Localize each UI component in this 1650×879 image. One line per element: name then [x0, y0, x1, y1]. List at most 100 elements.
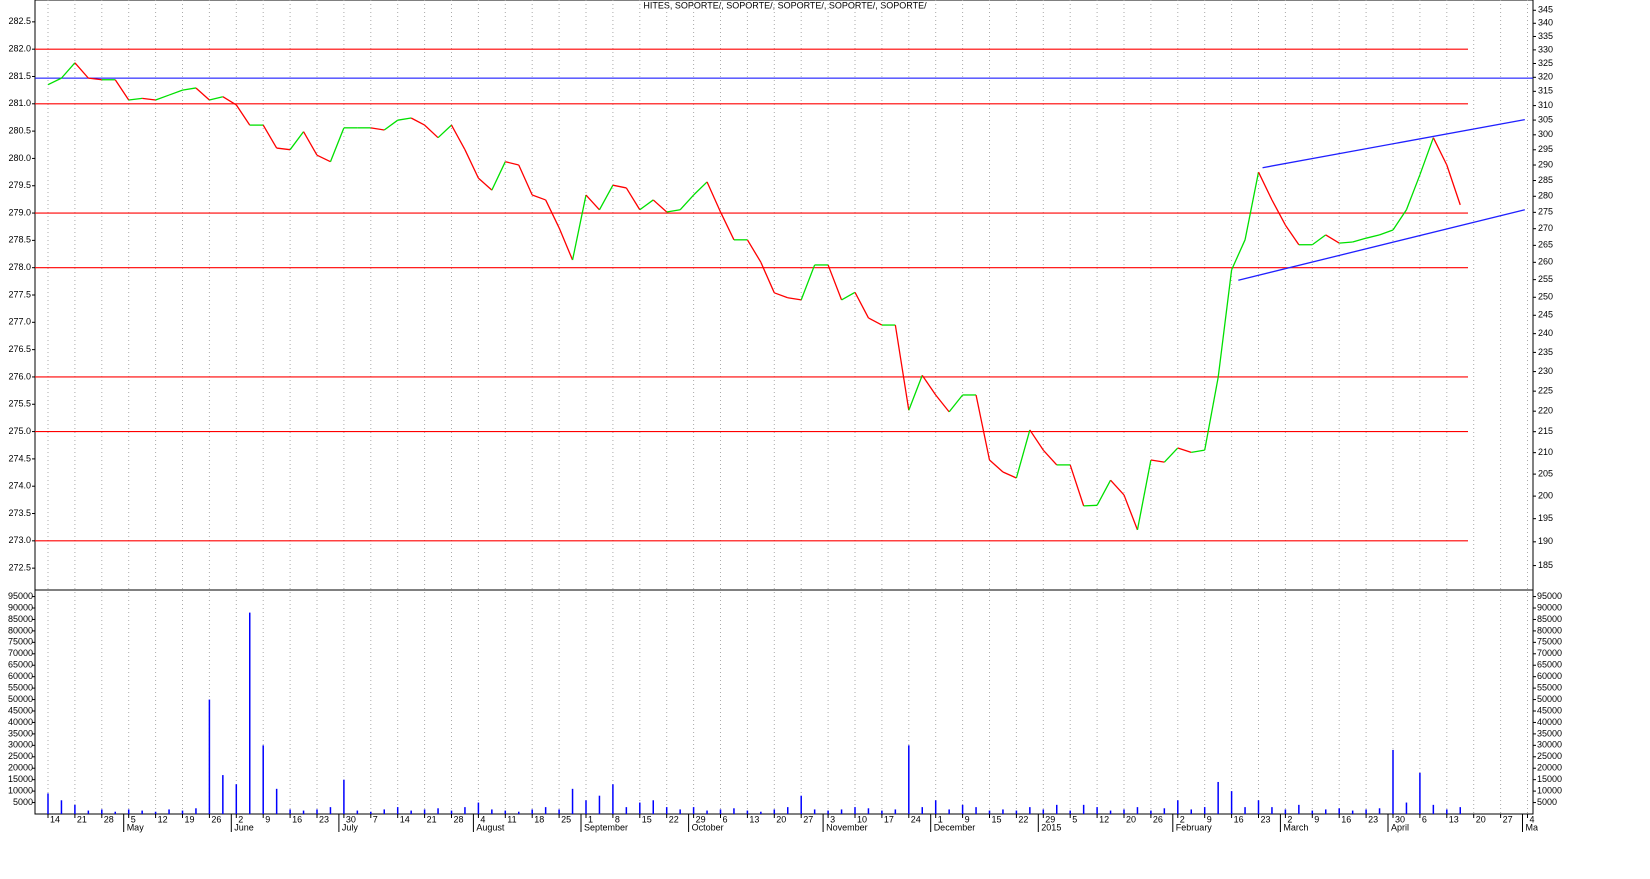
x-tick-label: 28 — [104, 814, 114, 824]
y2-tick-label: 280 — [1538, 191, 1553, 201]
volume-bar — [154, 811, 157, 814]
volume-bar — [598, 795, 601, 814]
price-segment — [60, 62, 76, 79]
y2-tick-label: 200 — [1538, 490, 1553, 500]
x-tick-label: 25 — [561, 814, 571, 824]
y2-tick-label: 255 — [1538, 274, 1553, 284]
x-tick-label: 27 — [803, 814, 813, 824]
volume-bar — [908, 745, 910, 814]
volume-bar — [329, 807, 332, 814]
y-tick-label: 279.5 — [8, 180, 31, 190]
y-tick-label: 274.0 — [8, 481, 31, 491]
x-tick-label: 1 — [938, 814, 943, 824]
price-segment — [1002, 471, 1017, 479]
price-segment — [410, 117, 425, 126]
x-tick-label: 20 — [1126, 814, 1136, 824]
volume-bar — [289, 809, 291, 814]
volume-bar — [1069, 810, 1071, 814]
volume-y2-tick-label: 40000 — [1537, 717, 1562, 727]
plot-frame — [34, 0, 1534, 815]
volume-y2-tick-label: 45000 — [1537, 705, 1562, 715]
volume-y2-tick-label: 95000 — [1537, 591, 1562, 601]
x-tick-label: 23 — [1368, 814, 1378, 824]
volume-y2-tick-label: 60000 — [1537, 671, 1562, 681]
y2-tick-label: 220 — [1538, 406, 1553, 416]
volume-bar — [127, 809, 130, 814]
y-tick-label: 278.5 — [8, 235, 31, 245]
price-segment — [787, 297, 802, 301]
x-tick-label: 22 — [669, 814, 679, 824]
volume-bar — [1203, 807, 1206, 814]
volume-bar — [1217, 781, 1219, 814]
volume-y2-tick-label: 65000 — [1537, 660, 1562, 670]
price-segment — [195, 87, 210, 101]
price-segment — [1029, 429, 1044, 451]
volume-bar — [652, 800, 654, 814]
volume-bar — [1082, 804, 1085, 814]
volume-bar — [437, 808, 439, 814]
y2-tick-label: 330 — [1538, 44, 1553, 54]
month-label: June — [234, 822, 254, 832]
volume-bar — [1432, 804, 1435, 814]
volume-bar — [1446, 809, 1448, 814]
volume-y-tick-label: 30000 — [8, 740, 33, 750]
volume-bar — [1298, 804, 1300, 814]
volume-bar — [1325, 809, 1327, 814]
volume-bar — [423, 809, 426, 814]
volume-y-tick-label: 5000 — [13, 797, 33, 807]
volume-bar — [1338, 808, 1340, 814]
volume-y-tick-label: 95000 — [8, 591, 33, 601]
price-segment — [800, 264, 816, 301]
volume-bar — [881, 810, 883, 814]
volume-y-tick-label: 80000 — [8, 625, 33, 635]
volume-y2-tick-label: 90000 — [1537, 602, 1562, 612]
y2-tick-label: 185 — [1538, 560, 1553, 570]
volume-bar — [518, 811, 520, 814]
month-label: March — [1283, 822, 1308, 832]
volume-bar — [74, 804, 76, 814]
volume-bar — [101, 809, 103, 814]
volume-y-tick-label: 85000 — [8, 614, 33, 624]
price-segment — [1325, 234, 1340, 244]
month-label: February — [1176, 822, 1213, 832]
month-label: December — [934, 822, 976, 832]
x-tick-label: 21 — [427, 814, 437, 824]
x-tick-label: 30 — [1395, 814, 1405, 824]
volume-bar — [316, 809, 318, 814]
volume-y2-tick-label: 5000 — [1537, 797, 1557, 807]
x-tick-label: 15 — [992, 814, 1002, 824]
y-tick-label: 281.0 — [8, 98, 31, 108]
volume-y2-tick-label: 70000 — [1537, 648, 1562, 658]
x-tick-label: 6 — [723, 814, 728, 824]
y2-tick-label: 340 — [1538, 18, 1553, 28]
y-tick-label: 278.0 — [8, 262, 31, 272]
volume-bar — [639, 802, 641, 814]
price-segment — [397, 117, 412, 121]
price-segment — [329, 127, 345, 162]
volume-bar — [222, 775, 224, 814]
volume-bar — [168, 809, 170, 814]
price-segment — [531, 194, 546, 201]
price-segment — [1419, 137, 1434, 176]
volume-bar — [585, 800, 587, 814]
price-segment — [585, 194, 600, 211]
x-tick-label: 3 — [830, 814, 835, 824]
x-tick-label: 20 — [776, 814, 786, 824]
volume-bar — [1123, 809, 1125, 814]
y2-tick-label: 290 — [1538, 159, 1553, 169]
volume-bar — [1096, 807, 1098, 814]
volume-bar — [1405, 802, 1408, 814]
price-segment — [679, 194, 695, 211]
volume-y-tick-label: 75000 — [8, 637, 33, 647]
volume-bar — [746, 810, 749, 814]
volume-bar — [934, 800, 937, 814]
price-segment — [774, 292, 788, 299]
price-segment — [1069, 464, 1085, 507]
price-segment — [383, 119, 399, 131]
volume-bar — [773, 809, 776, 814]
y2-tick-label: 315 — [1538, 86, 1553, 96]
volume-bar — [612, 784, 614, 814]
y2-tick-label: 270 — [1538, 223, 1553, 233]
volume-bar — [60, 800, 63, 814]
volume-bar — [787, 807, 789, 814]
